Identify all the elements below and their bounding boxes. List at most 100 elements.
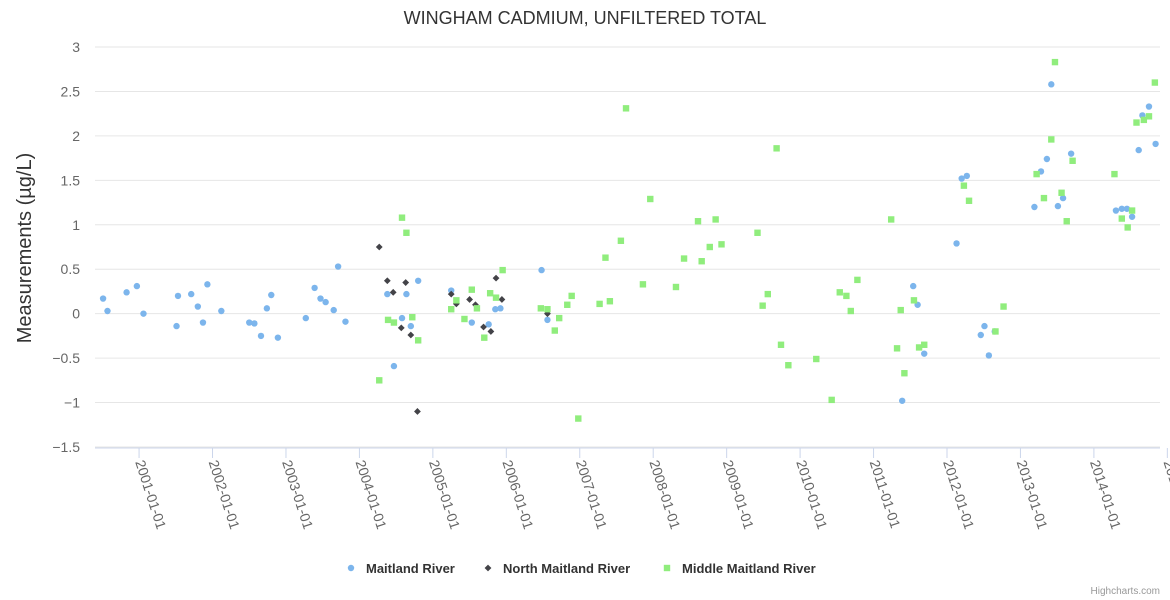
data-point	[1059, 194, 1067, 202]
data-point	[672, 283, 680, 291]
x-tick-label: 2011-01-01	[867, 458, 904, 530]
y-tick-label: 1	[72, 217, 80, 233]
data-point	[322, 298, 329, 306]
legend-item[interactable]: North Maitland River	[484, 561, 631, 576]
data-point	[133, 282, 141, 290]
data-point	[218, 307, 225, 315]
y-tick-label: −0.5	[52, 350, 80, 366]
legend-marker	[484, 564, 492, 572]
legend-item[interactable]: Middle Maitland River	[663, 561, 816, 576]
data-point	[992, 328, 999, 335]
x-tick-label: 2008-01-01	[646, 458, 683, 531]
data-point	[785, 362, 792, 369]
chart-credit[interactable]: Highcharts.com	[1091, 586, 1160, 597]
data-point	[414, 408, 421, 415]
data-point	[568, 292, 575, 300]
data-point	[1031, 203, 1038, 211]
data-point	[402, 279, 410, 286]
data-point	[915, 344, 923, 351]
data-point	[960, 182, 968, 189]
data-point	[473, 305, 481, 312]
data-point	[596, 300, 603, 308]
data-point	[447, 290, 455, 298]
data-point	[342, 318, 349, 325]
data-point	[375, 243, 383, 251]
data-point	[414, 337, 422, 344]
y-tick-label: 3	[72, 39, 80, 55]
data-point	[1051, 58, 1059, 66]
data-point	[1111, 170, 1118, 178]
data-point	[376, 377, 383, 384]
data-point	[466, 296, 473, 303]
data-point	[843, 292, 850, 300]
data-point	[551, 327, 558, 334]
x-tick-label: 2002-01-01	[206, 458, 243, 531]
data-point	[773, 145, 780, 152]
data-point	[537, 305, 545, 312]
data-point	[453, 297, 460, 304]
data-point	[390, 362, 398, 370]
y-axis-label: Measurements (µg/L)	[14, 153, 36, 343]
data-point	[468, 286, 475, 293]
data-point	[403, 290, 410, 298]
gridlines	[95, 46, 1160, 449]
data-point	[898, 397, 906, 404]
data-point	[963, 172, 971, 180]
data-point	[487, 328, 495, 335]
series-middle-maitland-river	[376, 58, 1159, 422]
data-point	[398, 214, 406, 221]
data-point	[104, 307, 111, 315]
x-tick-label: 2015-01-01	[1160, 458, 1170, 531]
data-point	[194, 303, 202, 310]
data-point	[985, 352, 993, 359]
data-point	[887, 216, 895, 223]
data-point	[448, 287, 455, 294]
data-point	[497, 305, 504, 312]
data-point	[965, 197, 973, 204]
y-tick-label: −1	[64, 395, 80, 411]
x-tick-label: 2006-01-01	[499, 458, 536, 531]
data-point	[1145, 103, 1153, 110]
data-point	[492, 306, 499, 313]
data-point	[174, 292, 182, 300]
data-point	[274, 334, 282, 341]
legend-item[interactable]: Maitland River	[347, 561, 455, 576]
legend-label: North Maitland River	[503, 561, 630, 576]
data-point	[268, 291, 275, 299]
data-point	[847, 307, 854, 315]
data-point	[1048, 81, 1055, 88]
data-point	[836, 289, 843, 296]
data-point	[1124, 224, 1131, 231]
data-point	[921, 350, 928, 357]
y-tick-label: −1.5	[52, 439, 80, 455]
chart-title: WINGHAM CADMIUM, UNFILTERED TOTAL	[404, 8, 767, 28]
data-point	[383, 277, 391, 285]
y-axis-ticks: 3 2.5 2 1.5 1 0.5 0 −0.5 −1 −1.5	[52, 39, 80, 455]
data-point	[499, 266, 506, 274]
y-tick-label: 1.5	[61, 172, 81, 188]
data-point	[188, 290, 195, 298]
data-point	[384, 316, 392, 324]
data-point	[390, 319, 398, 326]
data-point	[204, 281, 211, 288]
data-point	[544, 316, 551, 324]
data-point	[901, 370, 908, 377]
data-point	[754, 229, 761, 236]
data-point	[1145, 113, 1153, 120]
data-point	[398, 314, 406, 322]
data-point	[384, 290, 391, 298]
data-point	[1151, 79, 1159, 86]
data-point	[492, 294, 500, 301]
data-point	[606, 298, 614, 305]
x-tick-label: 2013-01-01	[1014, 458, 1051, 531]
data-point	[1063, 218, 1070, 225]
data-point	[555, 314, 563, 322]
data-point	[538, 266, 545, 274]
data-point	[977, 331, 984, 339]
data-point	[123, 289, 130, 296]
data-point	[1128, 207, 1136, 214]
x-axis-ticks: 2001-01-01 2002-01-01 2003-01-01 2004-01-01…	[132, 448, 1170, 531]
data-point	[397, 324, 405, 332]
data-points	[99, 58, 1159, 422]
